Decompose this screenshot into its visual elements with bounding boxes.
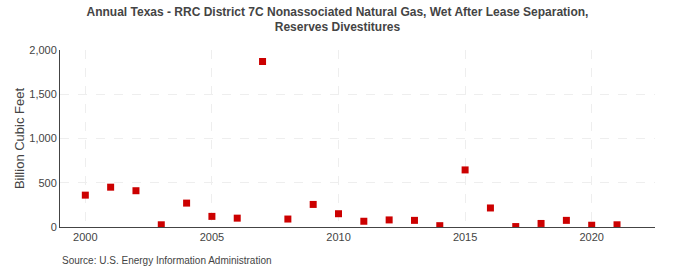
svg-text:Billion Cubic Feet: Billion Cubic Feet: [12, 88, 27, 190]
svg-text:2010: 2010: [326, 231, 350, 243]
svg-text:2015: 2015: [453, 231, 477, 243]
svg-text:2,000: 2,000: [29, 44, 57, 56]
svg-text:1,500: 1,500: [29, 88, 57, 100]
svg-text:Annual Texas - RRC District 7C: Annual Texas - RRC District 7C Nonassoci…: [87, 5, 589, 35]
svg-text:2000: 2000: [73, 231, 97, 243]
svg-text:Source: U.S. Energy Informatio: Source: U.S. Energy Information Administ…: [62, 255, 272, 266]
svg-text:2020: 2020: [579, 231, 603, 243]
svg-text:2005: 2005: [200, 231, 224, 243]
svg-text:0: 0: [51, 221, 57, 233]
svg-text:500: 500: [38, 177, 56, 189]
svg-text:1,000: 1,000: [29, 132, 57, 144]
